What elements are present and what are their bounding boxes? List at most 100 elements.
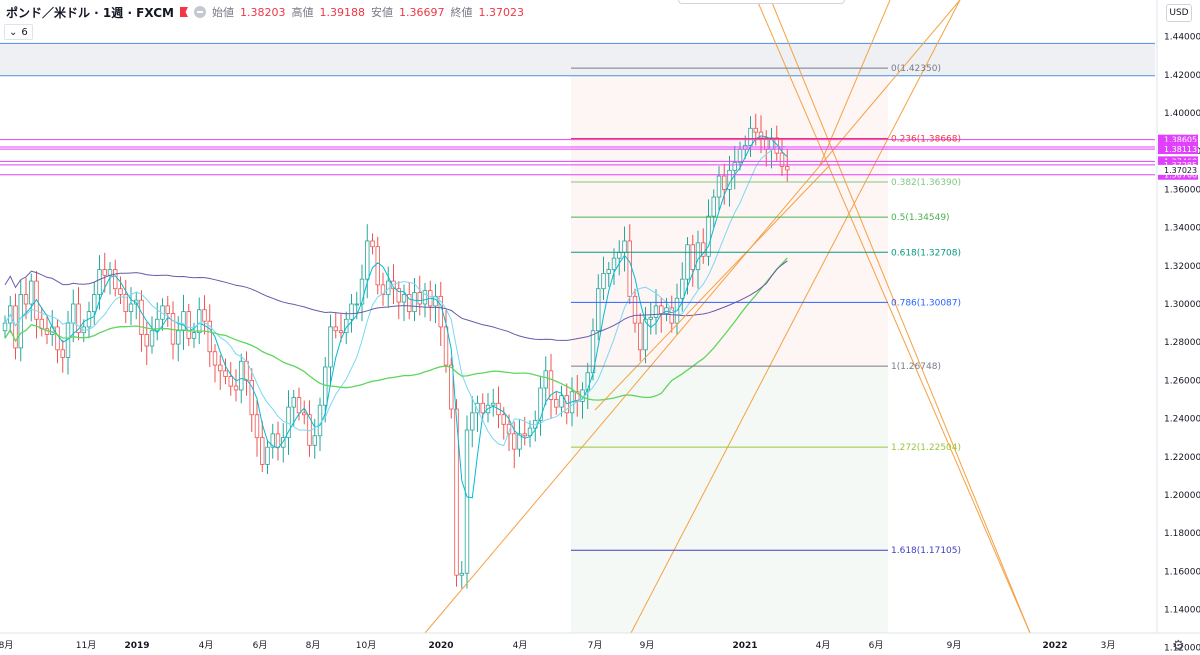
ma-longest-line bbox=[4, 260, 788, 341]
time-tick-label: 4月 bbox=[816, 640, 831, 651]
gear-icon[interactable]: ⚙ bbox=[1172, 638, 1185, 654]
candle-body bbox=[554, 399, 559, 408]
candle-body bbox=[239, 360, 244, 391]
price-tick-label: 1.24000 bbox=[1164, 415, 1200, 425]
candle-body bbox=[470, 412, 475, 431]
candle-body bbox=[459, 572, 464, 576]
candle-body bbox=[13, 305, 18, 349]
candle-body bbox=[774, 137, 779, 154]
candle-body bbox=[701, 242, 706, 257]
candle-body bbox=[695, 242, 701, 271]
price-tick-label: 1.20000 bbox=[1164, 491, 1200, 501]
candle-body bbox=[365, 240, 370, 280]
candle-body bbox=[354, 303, 359, 306]
candle-body bbox=[29, 280, 34, 305]
price-tick-label: 1.28000 bbox=[1164, 338, 1200, 348]
candle-body bbox=[632, 295, 638, 324]
time-tick-label: 4月 bbox=[513, 640, 528, 651]
symbol-name[interactable]: ポンド／米ドル · 1週 · FXCM bbox=[6, 5, 174, 20]
price-tick-label: 1.40000 bbox=[1164, 109, 1200, 119]
time-tick-label: 6月 bbox=[869, 640, 884, 651]
candle-body bbox=[690, 244, 695, 271]
candle-body bbox=[218, 364, 223, 372]
candle-body bbox=[281, 437, 286, 448]
candle-body bbox=[722, 175, 727, 190]
candle-body bbox=[270, 433, 275, 448]
candle-body bbox=[275, 433, 281, 448]
candle-body bbox=[711, 196, 716, 217]
candle-body bbox=[207, 320, 212, 353]
candle-body bbox=[338, 330, 344, 334]
candle-body bbox=[706, 215, 711, 257]
top-drag-handle[interactable] bbox=[678, 0, 845, 4]
trend-line bbox=[770, 0, 1031, 634]
candle-body bbox=[128, 303, 134, 313]
indicator-toggle[interactable]: ⌄ 6 bbox=[4, 24, 33, 40]
fib-zone-lower bbox=[571, 366, 888, 633]
candle-body bbox=[144, 334, 149, 347]
candle-body bbox=[648, 316, 653, 320]
candle-body bbox=[606, 269, 611, 274]
candle-body bbox=[197, 309, 202, 334]
candle-body bbox=[60, 349, 65, 358]
candle-body bbox=[123, 294, 128, 313]
candle-body bbox=[92, 294, 97, 313]
close-label: 終値 bbox=[450, 6, 473, 19]
time-tick-label: 2022 bbox=[1042, 641, 1067, 651]
low-value: 1.36697 bbox=[398, 5, 445, 19]
candle-body bbox=[165, 305, 170, 314]
candle-body bbox=[638, 322, 643, 351]
candle-body bbox=[317, 404, 323, 437]
candle-body bbox=[538, 387, 543, 421]
candle-body bbox=[181, 311, 186, 332]
candle-body bbox=[611, 257, 617, 271]
time-tick-label: 3月 bbox=[1101, 640, 1116, 651]
fib-label: 0.5(1.34549) bbox=[891, 213, 950, 223]
candle-body bbox=[139, 299, 144, 335]
candle-body bbox=[2, 322, 8, 332]
candle-body bbox=[191, 332, 197, 339]
candle-body bbox=[785, 166, 790, 171]
candle-body bbox=[596, 288, 601, 332]
eye-icon[interactable] bbox=[193, 6, 206, 18]
level-tag bbox=[1158, 134, 1198, 145]
candle-body bbox=[328, 326, 333, 368]
candle-body bbox=[155, 318, 160, 332]
time-tick-label: 6月 bbox=[253, 640, 268, 651]
price-tick-label: 1.36000 bbox=[1164, 185, 1200, 195]
candle-body bbox=[254, 414, 260, 439]
candle-body bbox=[149, 330, 155, 347]
candle-body bbox=[401, 294, 407, 303]
candle-body bbox=[113, 269, 118, 290]
candle-body bbox=[737, 148, 743, 164]
candle-body bbox=[685, 244, 690, 280]
candle-body bbox=[753, 127, 758, 133]
trend-line bbox=[630, 0, 961, 634]
candle-body bbox=[359, 278, 365, 305]
candle-body bbox=[412, 292, 417, 313]
candle-body bbox=[585, 372, 590, 391]
candle-body bbox=[517, 433, 522, 450]
candle-body bbox=[407, 294, 412, 313]
candle-body bbox=[748, 127, 753, 146]
candle-body bbox=[617, 252, 622, 259]
flag-icon[interactable] bbox=[179, 7, 188, 17]
currency-button[interactable]: USD bbox=[1166, 4, 1192, 22]
candle-body bbox=[349, 303, 354, 320]
time-tick-label: 8月 bbox=[0, 640, 13, 651]
candle-body bbox=[669, 307, 674, 324]
candle-body bbox=[260, 437, 265, 465]
candle-body bbox=[480, 402, 485, 414]
low-label: 安値 bbox=[370, 6, 393, 19]
candle-body bbox=[375, 246, 380, 286]
price-tick-label: 1.16000 bbox=[1164, 567, 1200, 577]
candle-body bbox=[291, 397, 296, 408]
price-tick-label: 1.26000 bbox=[1164, 376, 1200, 386]
candle-body bbox=[464, 429, 470, 574]
trend-line bbox=[594, 164, 831, 411]
time-tick-label: 9月 bbox=[947, 640, 962, 651]
level-tag bbox=[1158, 159, 1198, 170]
fib-label: 0.382(1.36390) bbox=[891, 178, 961, 188]
candle-body bbox=[176, 330, 181, 345]
